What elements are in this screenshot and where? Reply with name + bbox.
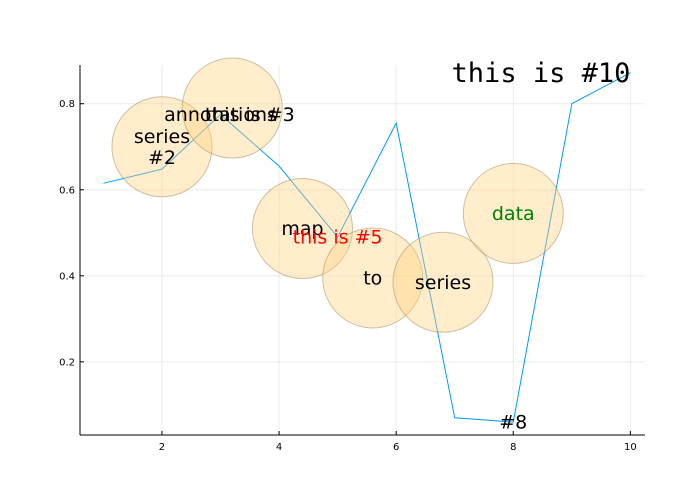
tick-labels: 2 4 6 8 10 0.2 0.4 0.6 0.8 (59, 99, 637, 453)
annotation-line: this is #10 (452, 58, 631, 89)
annotation-line: annotations (164, 104, 277, 126)
annotation-line: map (281, 218, 323, 240)
annotation-label: annotations (164, 104, 277, 126)
x-tick-label: 10 (624, 442, 637, 453)
annotation-label: to (363, 268, 382, 290)
annotation-line: this is #5 (293, 227, 383, 249)
annotation-line: data (492, 203, 535, 225)
x-tick-label: 2 (159, 442, 165, 453)
x-tick-label: 4 (276, 442, 282, 453)
scatter-series (111, 57, 564, 333)
scatter-point (462, 162, 564, 264)
annotation-line: to (363, 268, 382, 290)
x-tick-label: 6 (393, 442, 399, 453)
axes (79, 65, 645, 436)
annotation-label: this is #3 (205, 104, 295, 126)
y-tick-label: 0.6 (59, 185, 75, 196)
series-line (103, 72, 631, 423)
scatter-point (251, 177, 353, 279)
annotation-line: series (134, 126, 190, 148)
annotation-label: this is #5 (293, 227, 383, 249)
annotation-label: data (492, 203, 535, 225)
annotation-label: series #2 (134, 126, 190, 169)
scatter-point (111, 96, 213, 198)
scatter-point (181, 57, 283, 159)
annotation-label: map (281, 218, 323, 240)
x-tick-label: 8 (510, 442, 516, 453)
annotation-line: #8 (499, 412, 527, 434)
annotation-label: this is #10 (452, 58, 631, 89)
y-tick-label: 0.2 (59, 357, 75, 368)
annotation-line: series (415, 272, 471, 294)
line-series (103, 72, 631, 423)
annotation-label: #8 (499, 412, 527, 434)
y-tick-label: 0.8 (59, 99, 75, 110)
annotation-line: #2 (148, 147, 176, 169)
annotation-line: this is #3 (205, 104, 295, 126)
scatter-point (392, 231, 494, 333)
y-tick-label: 0.4 (59, 271, 75, 282)
annotation-label: series (415, 272, 471, 294)
